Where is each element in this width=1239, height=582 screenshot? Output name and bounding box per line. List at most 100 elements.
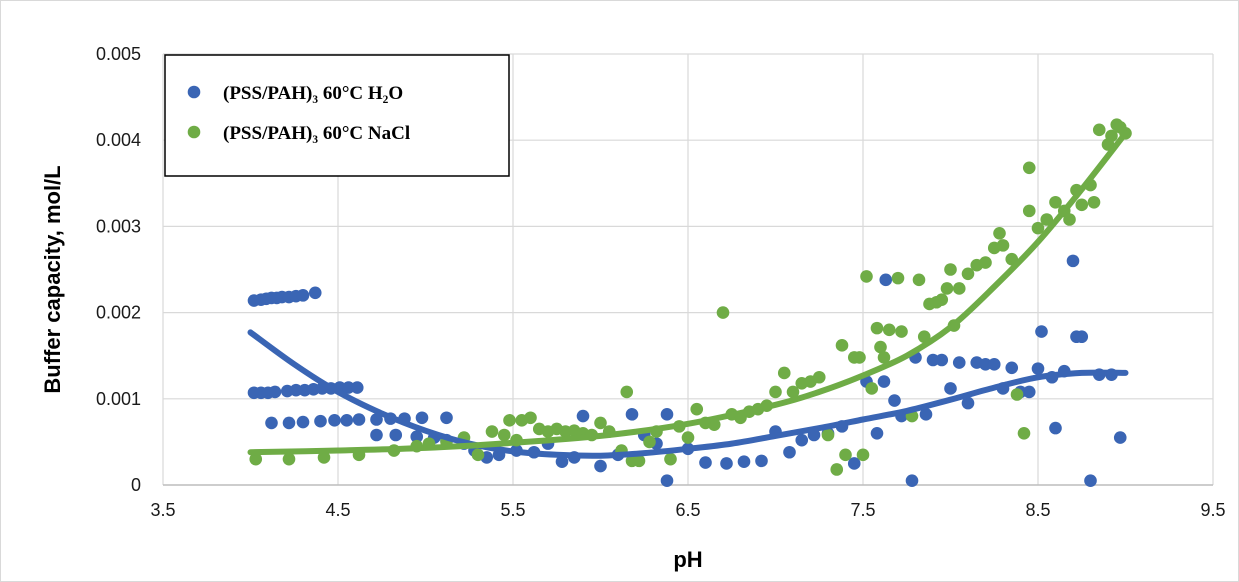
data-point <box>895 325 908 338</box>
data-point <box>996 239 1010 252</box>
x-tick-label: 6.5 <box>675 500 700 520</box>
data-point <box>370 413 383 426</box>
trendline-series-0 <box>247 329 1129 459</box>
data-point <box>1105 129 1118 143</box>
legend: (PSS/PAH)₃ 60°C H₂O (PSS/PAH)₃ 60°C NaCl <box>164 54 510 177</box>
data-point <box>940 282 954 295</box>
data-point <box>249 452 263 466</box>
data-point <box>352 413 366 426</box>
data-point <box>882 323 896 337</box>
data-point <box>912 273 926 287</box>
data-point <box>389 428 403 442</box>
data-point <box>870 426 884 440</box>
data-point <box>1075 330 1089 344</box>
data-point <box>1049 421 1062 435</box>
y-tick-label: 0.002 <box>96 303 141 323</box>
data-point <box>1022 161 1036 175</box>
data-point <box>812 370 826 384</box>
data-point <box>1005 361 1019 375</box>
y-tick-label: 0 <box>131 475 141 495</box>
data-point <box>660 408 674 421</box>
data-point <box>289 383 303 397</box>
data-point <box>860 270 873 283</box>
data-point <box>877 351 891 364</box>
data-point <box>783 445 796 459</box>
data-point <box>440 411 453 425</box>
legend-label-nacl: (PSS/PAH)₃ 60°C NaCl <box>223 123 410 144</box>
data-point <box>1031 362 1045 375</box>
data-point <box>879 273 893 287</box>
data-point <box>1022 204 1036 218</box>
trendlines <box>247 130 1129 459</box>
data-point <box>919 408 933 421</box>
data-point <box>632 454 646 468</box>
data-point <box>1087 195 1101 209</box>
data-point <box>987 358 1001 371</box>
data-point <box>625 408 639 421</box>
x-tick-label: 7.5 <box>850 500 875 520</box>
data-point <box>961 396 975 410</box>
data-point <box>952 356 966 369</box>
data-point <box>935 353 949 367</box>
data-point <box>1017 426 1031 440</box>
data-point <box>821 428 835 442</box>
data-point <box>1066 254 1080 268</box>
data-point <box>690 402 704 416</box>
data-point <box>340 414 354 427</box>
data-point <box>308 286 322 300</box>
data-point <box>777 366 791 380</box>
data-point <box>856 448 870 462</box>
data-point <box>296 289 310 302</box>
data-point <box>839 448 852 462</box>
data-point <box>342 381 355 394</box>
data-point <box>282 452 296 466</box>
data-point <box>835 339 849 352</box>
data-point <box>786 385 800 399</box>
data-point <box>594 416 607 430</box>
data-point <box>961 267 975 281</box>
data-point <box>720 457 733 470</box>
data-point <box>737 455 751 469</box>
data-point <box>660 474 674 487</box>
data-point <box>1049 195 1062 209</box>
data-point <box>317 451 331 464</box>
data-point <box>497 428 511 442</box>
data-point <box>620 385 634 399</box>
data-point <box>716 306 730 319</box>
data-point <box>328 414 341 427</box>
y-axis-title: Buffer capacity, mol/L <box>40 165 65 393</box>
x-tick-label: 5.5 <box>500 500 525 520</box>
data-point <box>926 353 940 367</box>
data-point <box>1075 198 1089 212</box>
trendline-series-1 <box>247 130 1129 456</box>
data-point <box>282 416 296 430</box>
data-point <box>905 474 919 487</box>
data-point <box>891 271 905 285</box>
legend-label-h2o: (PSS/PAH)₃ 60°C H₂O <box>223 83 403 104</box>
x-axis-title: pH <box>673 547 702 572</box>
data-point <box>917 330 931 344</box>
data-point <box>296 415 310 429</box>
data-point <box>681 431 695 444</box>
data-point <box>503 414 516 427</box>
legend-marker-nacl <box>187 125 201 139</box>
data-point <box>1113 431 1127 444</box>
data-point <box>769 385 782 399</box>
data-point <box>524 411 537 425</box>
data-point <box>847 457 861 470</box>
data-point <box>471 448 485 462</box>
data-point <box>415 411 429 425</box>
legend-box <box>164 54 510 177</box>
data-point <box>268 385 282 399</box>
data-point <box>314 414 327 428</box>
data-point <box>1035 325 1048 338</box>
y-tick-label: 0.001 <box>96 389 141 409</box>
data-point <box>853 351 866 364</box>
data-point <box>795 433 809 447</box>
data-point <box>874 340 887 354</box>
data-point <box>830 463 844 476</box>
data-point <box>1010 388 1024 401</box>
data-point <box>865 382 879 395</box>
